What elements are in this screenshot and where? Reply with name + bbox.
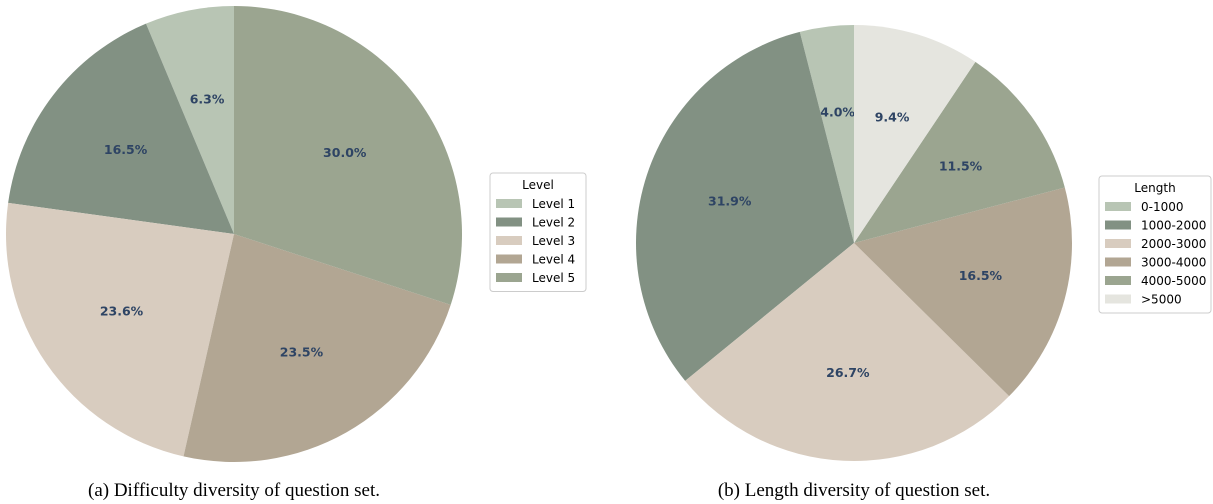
legend-swatch: [1105, 239, 1131, 248]
slice-percent-label: 6.3%: [190, 91, 225, 106]
pie-slice-3: [685, 243, 1010, 462]
legend-label: 2000-3000: [1141, 237, 1206, 251]
pie-slice-6: [854, 25, 976, 243]
legend-label: >5000: [1141, 293, 1182, 307]
chart-caption: (a) Difficulty diversity of question set…: [88, 480, 380, 501]
legend: Length 0-1000 1000-2000 2000-3000 3000-4000 4…: [1098, 175, 1212, 314]
pie-slice-4: [854, 187, 1072, 397]
pie-slice-5: [854, 61, 1065, 243]
legend-label: Level 3: [532, 234, 575, 248]
legend-label: Level 1: [532, 197, 575, 211]
slice-percent-label: 11.5%: [939, 159, 983, 174]
slice-percent-label: 26.7%: [826, 365, 870, 380]
legend-label: Level 5: [532, 271, 575, 285]
slice-percent-label: 30.0%: [323, 145, 367, 160]
legend-label: Level 2: [532, 216, 575, 230]
legend-swatch: [1105, 202, 1131, 211]
legend-title: Length: [1134, 181, 1175, 195]
legend-title: Level: [522, 178, 554, 192]
slice-percent-label: 9.4%: [875, 109, 910, 124]
slice-percent-label: 31.9%: [708, 194, 752, 209]
slice-percent-label: 23.5%: [280, 345, 324, 360]
pie-slice-1: [799, 25, 854, 243]
pie-slice-4: [183, 234, 451, 462]
legend-label: 0-1000: [1141, 200, 1184, 214]
length-pie-chart: 4.0% 31.9% 26.7% 16.5% 11.5% 9.4% Length 0-1000…: [635, 25, 1212, 501]
legend-swatch: [1105, 257, 1131, 267]
legend-swatch: [496, 254, 522, 264]
legend-label: 1000-2000: [1141, 219, 1206, 233]
pie-slice-2: [8, 23, 235, 234]
legend-label: Level 4: [532, 253, 575, 267]
chart-caption: (b) Length diversity of question set.: [718, 480, 990, 501]
pie-slice-5: [234, 6, 462, 305]
legend-swatch: [496, 217, 522, 227]
slice-percent-label: 23.6%: [100, 303, 144, 318]
pie-slice-2: [635, 31, 854, 381]
pie-slice-1: [146, 6, 234, 234]
legend-swatch: [496, 199, 522, 208]
legend-label: 3000-4000: [1141, 256, 1206, 270]
slice-percent-label: 16.5%: [959, 268, 1003, 283]
legend-swatch: [1105, 276, 1131, 285]
legend-swatch: [496, 236, 522, 245]
slice-percent-label: 4.0%: [820, 105, 855, 120]
pie-slice-3: [5, 202, 234, 457]
slice-percent-label: 16.5%: [104, 142, 148, 157]
legend: Level Level 1 Level 2 Level 3 Level 4 Level 5: [489, 172, 587, 292]
legend-swatch: [496, 273, 522, 282]
legend-swatch: [1105, 220, 1131, 230]
legend-label: 4000-5000: [1141, 274, 1206, 288]
legend-swatch: [1105, 294, 1131, 304]
